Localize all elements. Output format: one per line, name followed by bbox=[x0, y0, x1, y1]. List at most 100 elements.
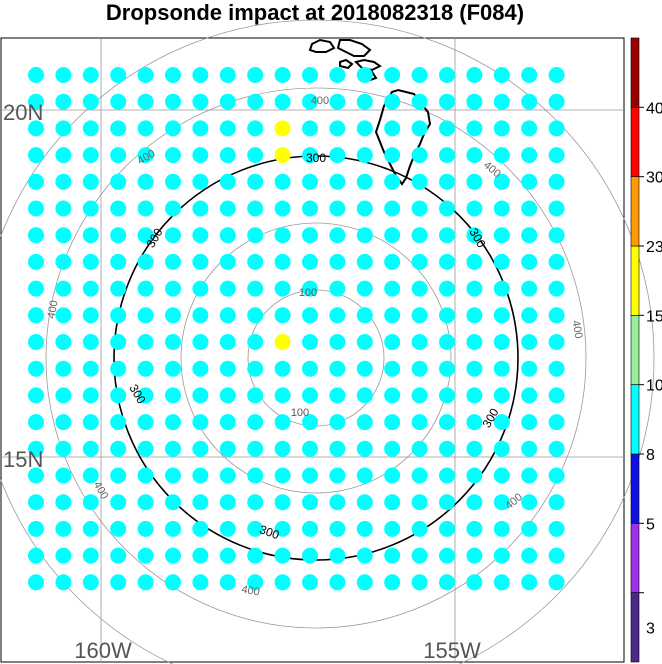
impact-dot bbox=[466, 467, 483, 484]
impact-dot bbox=[110, 227, 127, 244]
impact-dot bbox=[329, 67, 346, 83]
impact-dot bbox=[329, 227, 346, 244]
impact-dot bbox=[110, 334, 127, 350]
impact-dot bbox=[274, 147, 291, 164]
impact-dot bbox=[165, 414, 181, 431]
impact-dot bbox=[192, 360, 209, 377]
impact-dot bbox=[137, 520, 154, 537]
impact-dot bbox=[55, 467, 72, 484]
impact-dot bbox=[302, 307, 318, 324]
impact-dot bbox=[247, 334, 264, 350]
impact-dot bbox=[466, 494, 483, 511]
impact-dot bbox=[384, 253, 401, 270]
impact-dot bbox=[55, 547, 72, 564]
impact-dot bbox=[302, 227, 318, 244]
impact-dot bbox=[55, 147, 72, 164]
impact-dot bbox=[329, 414, 346, 431]
impact-dot bbox=[411, 93, 428, 110]
impact-dot bbox=[356, 200, 373, 217]
plot-frame bbox=[0, 37, 625, 663]
impact-dot bbox=[55, 227, 72, 244]
impact-dot bbox=[548, 200, 565, 217]
impact-dot bbox=[329, 360, 346, 377]
impact-dot bbox=[356, 147, 373, 164]
impact-dot bbox=[329, 253, 346, 270]
impact-dot bbox=[55, 414, 72, 431]
impact-dot bbox=[165, 307, 181, 324]
impact-dot bbox=[274, 574, 291, 591]
impact-dot bbox=[247, 67, 264, 83]
impact-dot bbox=[82, 520, 99, 537]
impact-dot bbox=[302, 120, 318, 137]
impact-dot bbox=[192, 574, 209, 591]
impact-dot bbox=[137, 173, 154, 190]
tick-label: 15N bbox=[3, 447, 43, 472]
impact-dot bbox=[219, 253, 236, 270]
impact-dot bbox=[384, 147, 401, 164]
impact-dot bbox=[521, 414, 538, 431]
impact-dot bbox=[411, 440, 428, 457]
impact-dot bbox=[55, 93, 72, 110]
impact-dot bbox=[356, 574, 373, 591]
impact-dot bbox=[329, 440, 346, 457]
impact-dot bbox=[493, 227, 510, 244]
impact-dot bbox=[28, 120, 44, 137]
impact-dot bbox=[82, 387, 99, 404]
impact-dot bbox=[274, 547, 291, 564]
impact-dot bbox=[302, 360, 318, 377]
impact-dot bbox=[274, 93, 291, 110]
impact-dot bbox=[493, 173, 510, 190]
impact-dot bbox=[110, 147, 127, 164]
impact-dot bbox=[411, 360, 428, 377]
impact-dot bbox=[28, 440, 44, 457]
impact-dot bbox=[28, 334, 44, 350]
range-ring bbox=[45, 87, 587, 629]
map-grid bbox=[0, 37, 625, 663]
impact-dot bbox=[439, 173, 455, 190]
impact-dot bbox=[247, 253, 264, 270]
colorbar-label: 15 bbox=[646, 308, 662, 325]
impact-dot bbox=[466, 227, 483, 244]
impact-dot bbox=[110, 360, 127, 377]
impact-dot bbox=[28, 520, 44, 537]
impact-dot bbox=[28, 93, 44, 110]
impact-dot bbox=[439, 440, 455, 457]
impact-dot bbox=[247, 120, 264, 137]
impact-dot bbox=[356, 93, 373, 110]
impact-dot bbox=[466, 574, 483, 591]
colorbar-label: 30 bbox=[646, 170, 662, 187]
impact-dot bbox=[192, 414, 209, 431]
impact-dot bbox=[137, 253, 154, 270]
impact-dot bbox=[439, 120, 455, 137]
impact-dot bbox=[219, 93, 236, 110]
colorbar-segment bbox=[630, 314, 640, 385]
impact-dot bbox=[28, 173, 44, 190]
impact-dot bbox=[302, 334, 318, 350]
impact-dot bbox=[384, 67, 401, 83]
range-ring bbox=[0, 19, 655, 664]
impact-dot bbox=[493, 547, 510, 564]
impact-dot bbox=[521, 253, 538, 270]
impact-dot bbox=[274, 334, 291, 350]
impact-dot bbox=[548, 520, 565, 537]
impact-dot bbox=[82, 120, 99, 137]
impact-dot bbox=[384, 387, 401, 404]
impact-dot bbox=[219, 227, 236, 244]
impact-dot bbox=[28, 467, 44, 484]
impact-dot bbox=[247, 173, 264, 190]
impact-dot bbox=[548, 574, 565, 591]
impact-dot bbox=[356, 467, 373, 484]
colorbar-label: 8 bbox=[646, 447, 655, 464]
impact-dot bbox=[356, 360, 373, 377]
impact-dot bbox=[28, 280, 44, 297]
impact-dot bbox=[274, 387, 291, 404]
impact-dot bbox=[137, 494, 154, 511]
impact-dot bbox=[219, 307, 236, 324]
impact-dot bbox=[274, 494, 291, 511]
impact-dot bbox=[466, 334, 483, 350]
impact-dot bbox=[439, 147, 455, 164]
impact-dot bbox=[521, 200, 538, 217]
impact-dot bbox=[493, 467, 510, 484]
impact-dot bbox=[55, 200, 72, 217]
impact-dot bbox=[165, 547, 181, 564]
